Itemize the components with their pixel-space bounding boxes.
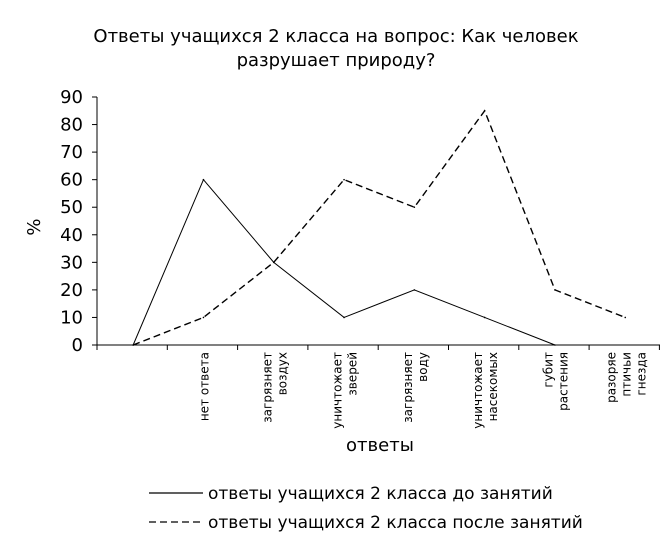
data-point xyxy=(554,289,556,291)
y-axis: 0 10 20 30 40 50 60 70 80 90 xyxy=(60,87,98,356)
x-tick-label: зверей xyxy=(346,352,360,396)
y-axis-title: % xyxy=(24,218,45,235)
legend: ответы учащихся 2 класса до занятий ответ… xyxy=(149,484,583,533)
y-tick-label: 0 xyxy=(72,335,83,356)
data-point xyxy=(413,206,416,209)
data-point xyxy=(483,316,486,319)
data-point xyxy=(202,178,205,181)
x-tick-label: уничтожает xyxy=(471,352,485,429)
chart-title: Ответы учащихся 2 класса на вопрос: Как … xyxy=(93,26,578,71)
x-tick-label: птичьи xyxy=(619,352,633,397)
y-tick-label: 90 xyxy=(60,87,83,108)
legend-label: ответы учащихся 2 класса после занятий xyxy=(208,513,583,533)
legend-item: ответы учащихся 2 класса до занятий xyxy=(149,484,553,504)
data-point xyxy=(624,316,627,319)
x-tick-label: губит xyxy=(541,352,555,388)
x-tick-label: гнезда xyxy=(634,352,648,396)
x-tick-label: загрязняет xyxy=(260,352,274,423)
data-point xyxy=(483,109,486,112)
x-tick-label: разоряе xyxy=(604,352,618,403)
y-tick-label: 30 xyxy=(60,252,83,273)
x-tick-label: насекомых xyxy=(486,352,500,421)
y-tick-label: 20 xyxy=(60,280,83,301)
x-tick-label: воздух xyxy=(275,352,289,395)
legend-item: ответы учащихся 2 класса после занятий xyxy=(149,513,583,533)
y-tick-label: 10 xyxy=(60,307,83,328)
x-tick-label: уничтожает xyxy=(331,352,345,429)
data-point xyxy=(413,289,416,291)
x-tick-label: воду xyxy=(416,352,430,382)
data-point xyxy=(202,316,205,319)
y-tick-label: 60 xyxy=(60,170,83,191)
data-point xyxy=(132,344,134,346)
data-point xyxy=(343,316,345,319)
series-line-2 xyxy=(132,109,626,346)
plot-series xyxy=(132,109,627,346)
data-point xyxy=(554,344,556,346)
data-point xyxy=(272,261,275,264)
y-tick-label: 80 xyxy=(60,115,83,136)
y-tick-label: 40 xyxy=(60,225,83,246)
y-tick-label: 70 xyxy=(60,142,83,163)
y-tick-label: 50 xyxy=(60,197,83,218)
chart-title-line: Ответы учащихся 2 класса на вопрос: Как … xyxy=(93,26,578,47)
legend-label: ответы учащихся 2 класса до занятий xyxy=(208,484,553,504)
x-tick-label: нет ответа xyxy=(197,352,211,421)
chart-title-line: разрушает природу? xyxy=(237,50,436,71)
x-tick-label: загрязняет xyxy=(401,352,415,423)
x-axis: нет ответа загрязняет воздух уничтожает звер… xyxy=(96,344,660,429)
x-tick-label: растения xyxy=(556,352,570,411)
x-axis-title: ответы xyxy=(346,435,414,456)
data-point xyxy=(343,178,345,181)
